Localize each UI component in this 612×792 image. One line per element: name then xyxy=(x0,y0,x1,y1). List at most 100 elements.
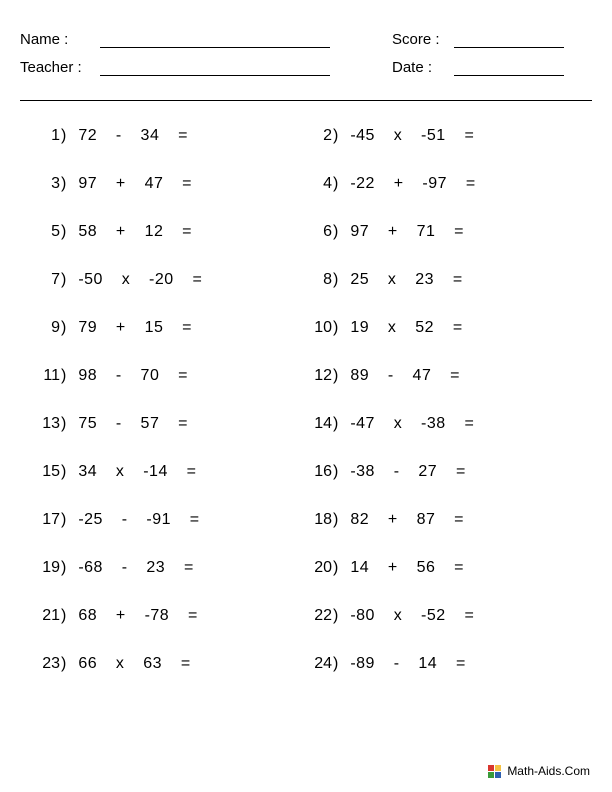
name-blank[interactable] xyxy=(100,30,330,48)
problem-expression: 82 + 87 = xyxy=(350,511,464,529)
problem-expression: 98 - 70 = xyxy=(78,367,188,385)
problem-number: 11 xyxy=(34,367,60,385)
paren: ) xyxy=(61,415,66,433)
paren: ) xyxy=(333,415,338,433)
problem-number: 24 xyxy=(306,655,332,673)
header-left-col: Name : Teacher : xyxy=(20,30,350,86)
problem: 8) 25 x 23 = xyxy=(306,271,578,289)
problem: 22)-80 x -52 = xyxy=(306,607,578,625)
problem: 16) -38 - 27 = xyxy=(306,463,578,481)
problem-number: 12 xyxy=(306,367,332,385)
date-row: Date : xyxy=(392,58,592,76)
paren: ) xyxy=(333,223,338,241)
problem-expression: -68 - 23 = xyxy=(78,559,193,577)
name-row: Name : xyxy=(20,30,350,48)
problem: 3)97 + 47 = xyxy=(34,175,306,193)
problem-expression: -50 x -20 = xyxy=(78,271,202,289)
problem: 13)75 - 57 = xyxy=(34,415,306,433)
problem-expression: 75 - 57 = xyxy=(78,415,188,433)
problem-row: 3)97 + 47 =4) -22 + -97 = xyxy=(34,175,578,193)
problem-number: 4 xyxy=(306,175,332,193)
problem-expression: -25 - -91 = xyxy=(78,511,199,529)
score-blank[interactable] xyxy=(454,30,564,48)
problem-number: 8 xyxy=(306,271,332,289)
paren: ) xyxy=(61,223,66,241)
problem-expression: -47 x -38 = xyxy=(350,415,474,433)
problem-expression: -80 x -52 = xyxy=(350,607,474,625)
problem-number: 21 xyxy=(34,607,60,625)
paren: ) xyxy=(333,127,338,145)
problem-expression: 14 + 56 = xyxy=(350,559,464,577)
name-label: Name : xyxy=(20,31,100,48)
problem-number: 10 xyxy=(306,319,332,337)
problem-expression: 25 x 23 = xyxy=(350,271,462,289)
score-label: Score : xyxy=(392,31,454,48)
problem-expression: 19 x 52 = xyxy=(350,319,462,337)
problem-number: 14 xyxy=(306,415,332,433)
problem: 2) -45 x -51 = xyxy=(306,127,578,145)
paren: ) xyxy=(61,271,66,289)
problem-number: 1 xyxy=(34,127,60,145)
teacher-label: Teacher : xyxy=(20,59,100,76)
problem: 23)66 x 63 = xyxy=(34,655,306,673)
problem-row: 1)72 - 34 =2) -45 x -51 = xyxy=(34,127,578,145)
problem-number: 16 xyxy=(306,463,332,481)
problem-row: 15)34 x -14 =16)-38 - 27 = xyxy=(34,463,578,481)
problem-expression: 79 + 15 = xyxy=(78,319,192,337)
problem-number: 17 xyxy=(34,511,60,529)
paren: ) xyxy=(333,463,338,481)
date-blank[interactable] xyxy=(454,58,564,76)
footer-site: Math-Aids.Com xyxy=(507,764,590,778)
paren: ) xyxy=(333,319,338,337)
score-row: Score : xyxy=(392,30,592,48)
problem: 7) -50 x -20 = xyxy=(34,271,306,289)
problem-expression: 66 x 63 = xyxy=(78,655,190,673)
problem-expression: -22 + -97 = xyxy=(350,175,475,193)
problem: 5) 58 + 12 = xyxy=(34,223,306,241)
problem-row: 17)-25 - -91 =18)82 + 87 = xyxy=(34,511,578,529)
teacher-blank[interactable] xyxy=(100,58,330,76)
paren: ) xyxy=(61,607,66,625)
problems-grid: 1)72 - 34 =2) -45 x -51 = 3)97 + 47 =4) -22… xyxy=(20,127,592,673)
paren: ) xyxy=(333,367,338,385)
problem-expression: 97 + 71 = xyxy=(350,223,464,241)
problem-number: 19 xyxy=(34,559,60,577)
problem-row: 5)58 + 12 =6)97 + 71 = xyxy=(34,223,578,241)
worksheet-page: Name : Teacher : Score : Date : 1)72 - 3… xyxy=(0,0,612,792)
problem: 14) -47 x -38 = xyxy=(306,415,578,433)
problem-row: 23)66 x 63 =24)-89 - 14 = xyxy=(34,655,578,673)
problem-expression: -89 - 14 = xyxy=(350,655,465,673)
problem-expression: 34 x -14 = xyxy=(78,463,196,481)
paren: ) xyxy=(333,271,338,289)
problem-number: 5 xyxy=(34,223,60,241)
problem: 1)72 - 34 = xyxy=(34,127,306,145)
problem-row: 11)98 - 70 =12)89 - 47 = xyxy=(34,367,578,385)
header-rule xyxy=(20,100,592,101)
problem: 10) 19 x 52 = xyxy=(306,319,578,337)
problem-expression: 68 + -78 = xyxy=(78,607,198,625)
problem: 4) -22 + -97 = xyxy=(306,175,578,193)
footer: Math-Aids.Com xyxy=(488,764,590,778)
problem-expression: 58 + 12 = xyxy=(78,223,192,241)
problem-row: 9) 79 + 15 = 10) 19 x 52 = xyxy=(34,319,578,337)
problem-expression: -38 - 27 = xyxy=(350,463,465,481)
problem-number: 2 xyxy=(306,127,332,145)
problem: 18)82 + 87 = xyxy=(306,511,578,529)
paren: ) xyxy=(333,175,338,193)
problem-row: 7) -50 x -20 = 8) 25 x 23 = xyxy=(34,271,578,289)
paren: ) xyxy=(61,367,66,385)
problem-number: 9 xyxy=(34,319,60,337)
problem: 9) 79 + 15 = xyxy=(34,319,306,337)
date-label: Date : xyxy=(392,59,454,76)
paren: ) xyxy=(61,127,66,145)
teacher-row: Teacher : xyxy=(20,58,350,76)
problem-expression: 97 + 47 = xyxy=(78,175,192,193)
paren: ) xyxy=(61,319,66,337)
header-right-col: Score : Date : xyxy=(392,30,592,86)
problem-expression: -45 x -51 = xyxy=(350,127,474,145)
problem-number: 23 xyxy=(34,655,60,673)
problem-row: 19)-68 - 23 =20)14 + 56 = xyxy=(34,559,578,577)
problem-number: 7 xyxy=(34,271,60,289)
logo-icon xyxy=(488,765,501,778)
problem-number: 22 xyxy=(306,607,332,625)
